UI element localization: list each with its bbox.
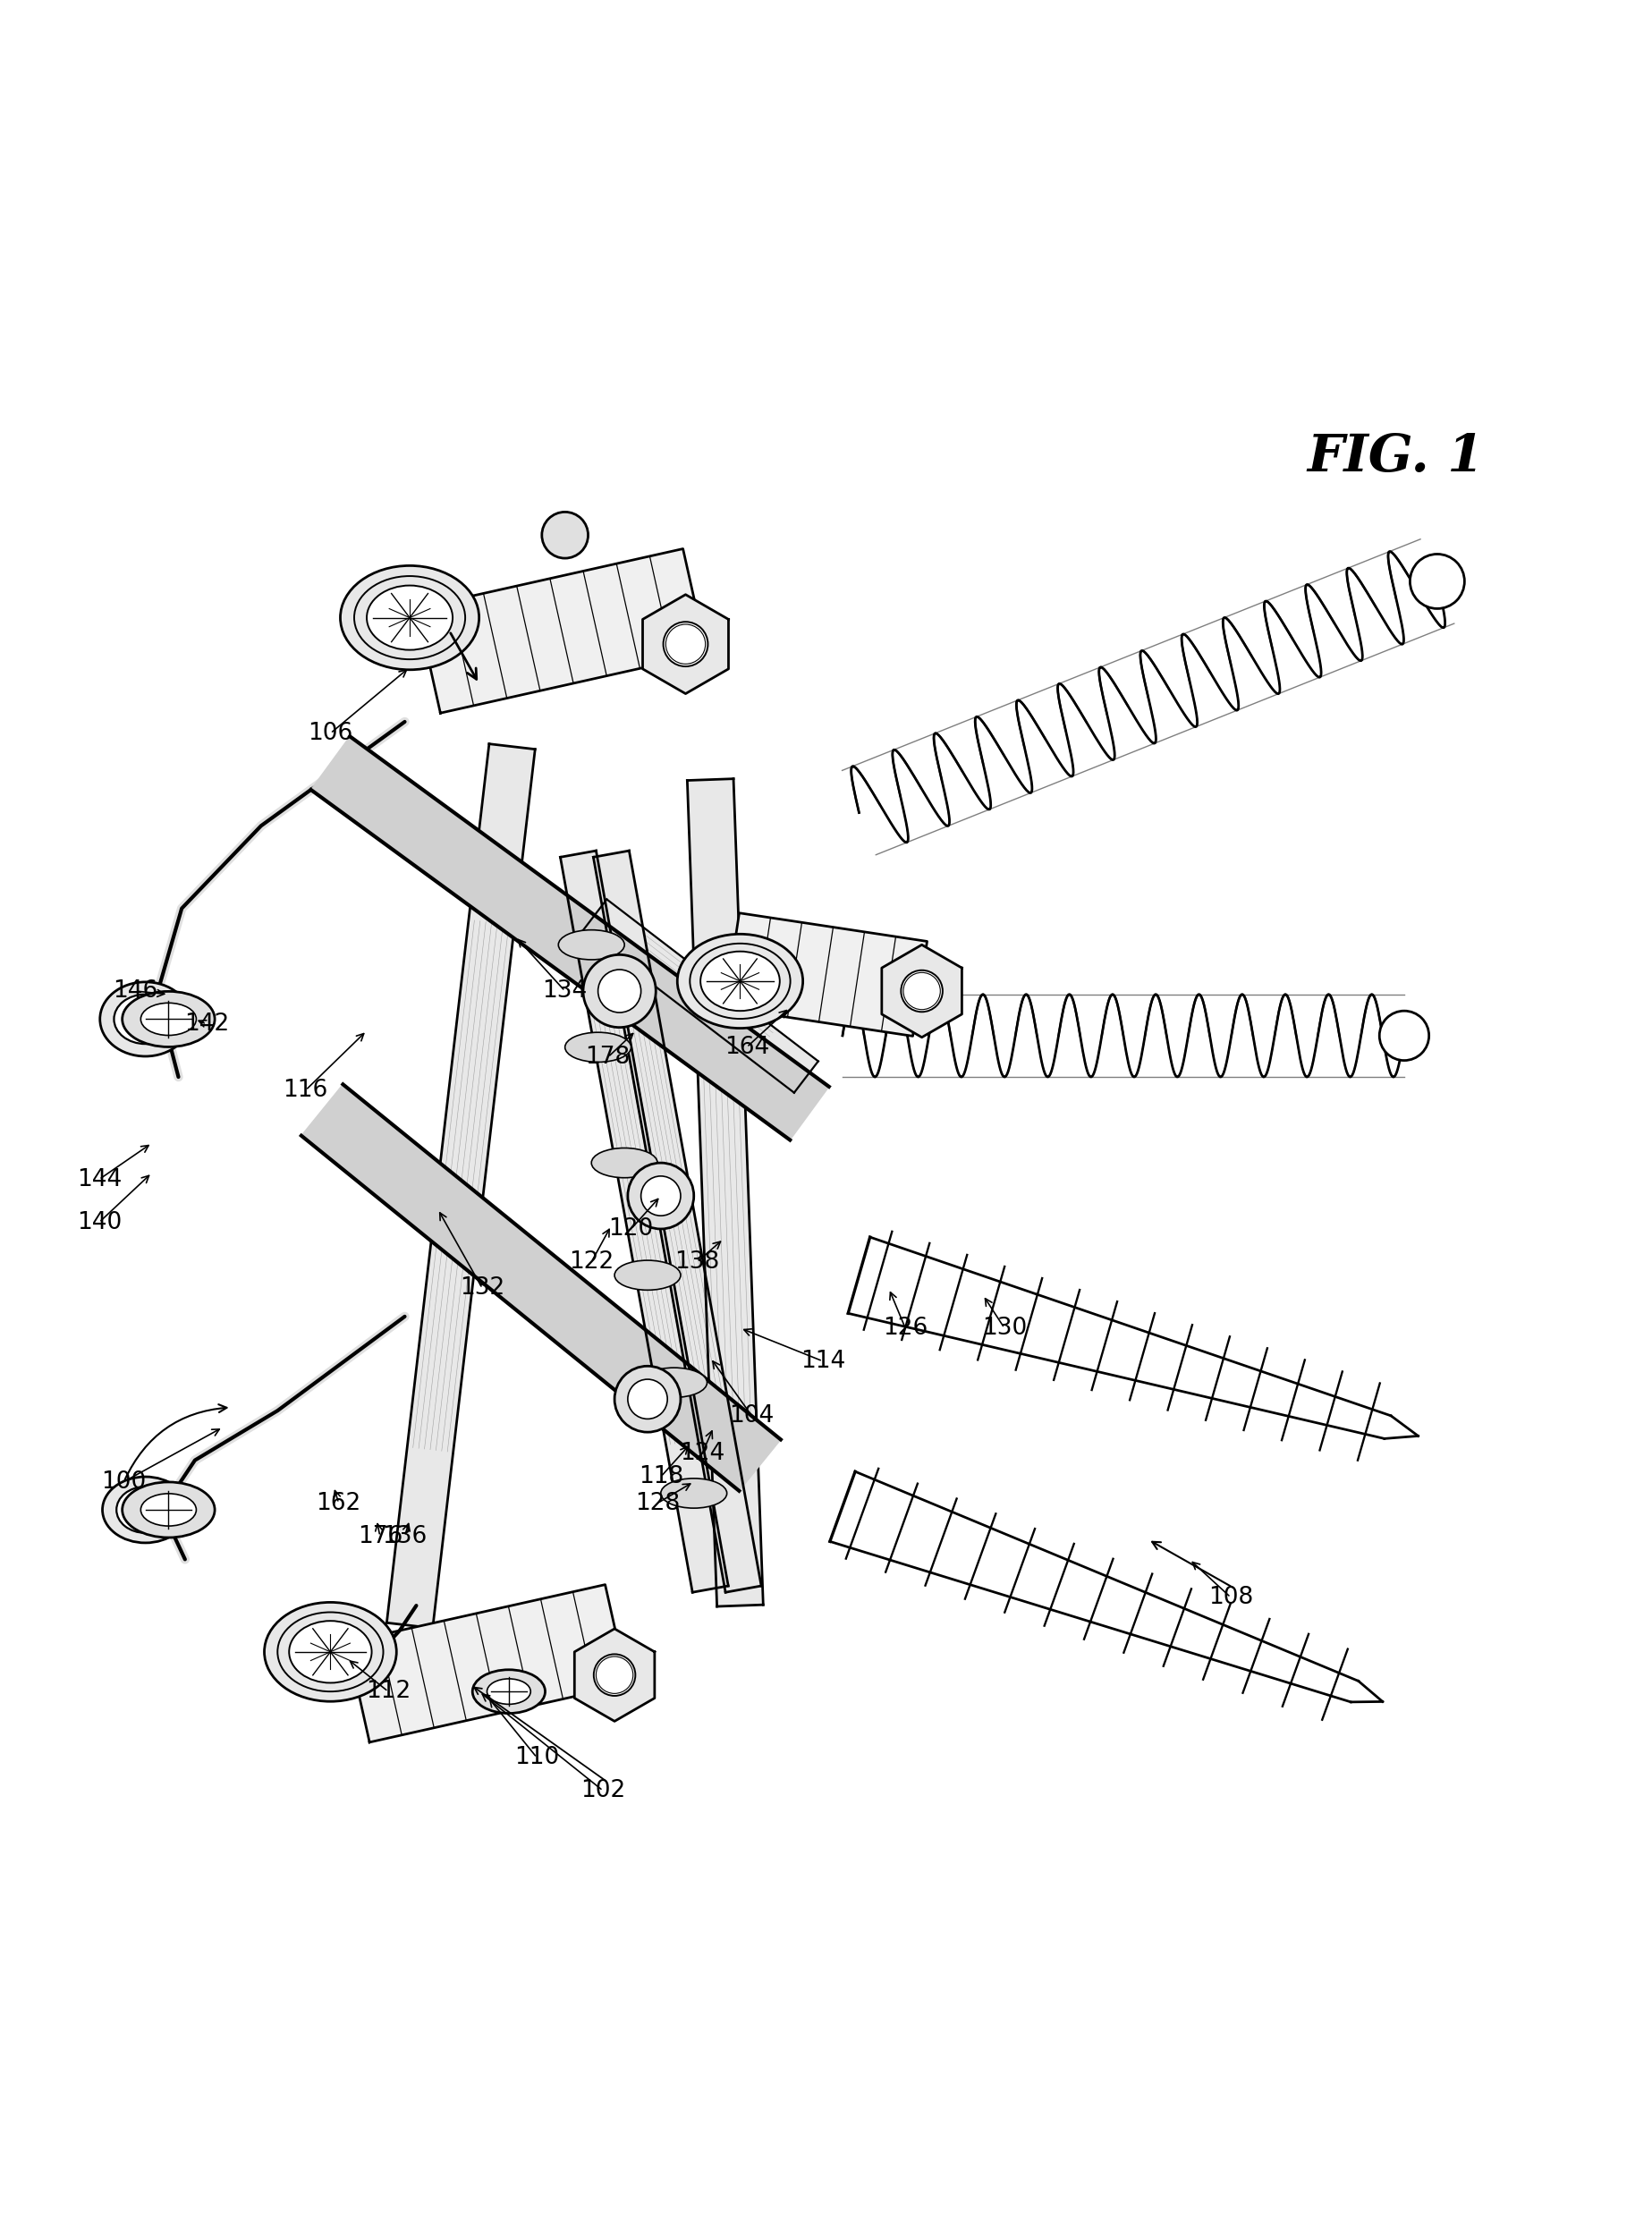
Circle shape <box>900 970 943 1012</box>
Polygon shape <box>583 899 818 1092</box>
Text: 144: 144 <box>76 1168 122 1190</box>
Ellipse shape <box>140 1494 197 1525</box>
Polygon shape <box>301 1083 781 1492</box>
Circle shape <box>542 513 588 557</box>
Circle shape <box>628 1379 667 1419</box>
Ellipse shape <box>487 1678 530 1705</box>
Circle shape <box>583 955 656 1028</box>
Ellipse shape <box>116 1487 175 1534</box>
Circle shape <box>664 622 707 666</box>
Text: 142: 142 <box>183 1012 230 1037</box>
Ellipse shape <box>641 1368 707 1396</box>
Circle shape <box>1411 555 1465 608</box>
Ellipse shape <box>340 566 479 670</box>
Circle shape <box>615 1365 681 1432</box>
Text: 130: 130 <box>981 1316 1028 1339</box>
Ellipse shape <box>565 1032 631 1061</box>
Text: 112: 112 <box>365 1681 411 1703</box>
Ellipse shape <box>661 1479 727 1507</box>
Polygon shape <box>560 850 729 1592</box>
Ellipse shape <box>122 1483 215 1538</box>
Ellipse shape <box>367 586 453 650</box>
Polygon shape <box>687 779 763 1607</box>
Text: 102: 102 <box>580 1778 626 1803</box>
Polygon shape <box>387 744 535 1627</box>
Text: 140: 140 <box>76 1210 122 1234</box>
Text: 126: 126 <box>882 1316 928 1339</box>
Ellipse shape <box>140 1003 197 1035</box>
Text: 176: 176 <box>357 1525 403 1547</box>
Circle shape <box>598 970 641 1012</box>
Ellipse shape <box>101 981 192 1057</box>
Text: 146: 146 <box>112 979 159 1003</box>
Circle shape <box>628 1163 694 1230</box>
Polygon shape <box>882 946 961 1037</box>
Ellipse shape <box>700 952 780 1010</box>
Circle shape <box>1379 1010 1429 1061</box>
Text: 104: 104 <box>729 1403 775 1427</box>
Ellipse shape <box>122 992 215 1048</box>
Ellipse shape <box>591 1148 657 1179</box>
Text: 116: 116 <box>282 1079 329 1101</box>
Text: 108: 108 <box>1208 1585 1254 1610</box>
Text: 122: 122 <box>568 1250 615 1274</box>
Ellipse shape <box>114 995 177 1043</box>
Polygon shape <box>575 1629 654 1721</box>
Polygon shape <box>347 1585 628 1743</box>
Ellipse shape <box>102 1476 188 1543</box>
Ellipse shape <box>677 935 803 1028</box>
Text: 100: 100 <box>101 1470 147 1494</box>
Text: 106: 106 <box>307 722 354 746</box>
Text: 136: 136 <box>382 1525 428 1547</box>
Polygon shape <box>311 737 829 1141</box>
Text: FIG. 1: FIG. 1 <box>1307 433 1485 482</box>
Text: 132: 132 <box>459 1276 506 1301</box>
Text: 164: 164 <box>724 1035 770 1059</box>
Text: 162: 162 <box>316 1492 362 1514</box>
Text: 178: 178 <box>585 1046 631 1068</box>
Text: 124: 124 <box>679 1443 725 1465</box>
Text: 120: 120 <box>608 1217 654 1241</box>
Polygon shape <box>725 912 927 1037</box>
Polygon shape <box>593 850 762 1592</box>
Ellipse shape <box>615 1261 681 1290</box>
Text: 118: 118 <box>638 1465 684 1487</box>
Ellipse shape <box>472 1669 545 1714</box>
Circle shape <box>641 1177 681 1217</box>
Text: 134: 134 <box>542 979 588 1003</box>
Text: 110: 110 <box>514 1745 560 1769</box>
Ellipse shape <box>289 1621 372 1683</box>
Text: 114: 114 <box>800 1350 846 1372</box>
Ellipse shape <box>558 930 624 959</box>
Text: 128: 128 <box>634 1492 681 1514</box>
Circle shape <box>593 1654 636 1696</box>
Ellipse shape <box>264 1603 396 1701</box>
Polygon shape <box>416 548 707 713</box>
Polygon shape <box>643 595 729 693</box>
Text: 138: 138 <box>674 1250 720 1274</box>
